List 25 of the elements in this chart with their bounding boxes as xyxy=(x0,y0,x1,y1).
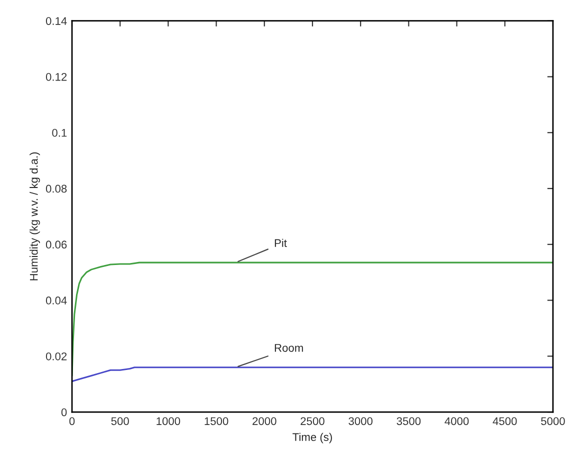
y-tick-label: 0.04 xyxy=(46,296,67,304)
x-tick-label: 4500 xyxy=(492,417,517,426)
annotation: Pit xyxy=(274,238,287,247)
x-tick-label: 500 xyxy=(111,417,129,426)
line-series xyxy=(72,262,553,377)
x-tick-label: 0 xyxy=(69,417,75,426)
x-tick-label: 5000 xyxy=(541,417,565,426)
y-tick-label: 0 xyxy=(61,408,67,416)
x-tick-label: 4000 xyxy=(444,417,469,426)
x-tick-label: 3000 xyxy=(348,417,372,426)
y-tick-label: 0.08 xyxy=(46,184,67,193)
y-tick-label: 0.12 xyxy=(46,72,67,81)
y-axis-title: Humidity (kg w.v. / kg d.a.) xyxy=(30,152,40,280)
x-tick-label: 1500 xyxy=(204,417,228,426)
annotation: Room xyxy=(274,344,303,352)
x-tick-label: 1000 xyxy=(156,417,180,426)
y-tick-label: 0.14 xyxy=(46,17,67,25)
x-axis-title: Time (s) xyxy=(292,432,332,444)
y-tick-label: 0.06 xyxy=(46,240,67,249)
y-tick-label: 0.02 xyxy=(46,352,67,360)
line-series xyxy=(72,366,553,382)
y-tick-label: 0.1 xyxy=(52,128,67,137)
x-tick-label: 2500 xyxy=(300,417,324,426)
x-tick-label: 2000 xyxy=(252,417,276,426)
x-tick-label: 3500 xyxy=(396,417,421,426)
